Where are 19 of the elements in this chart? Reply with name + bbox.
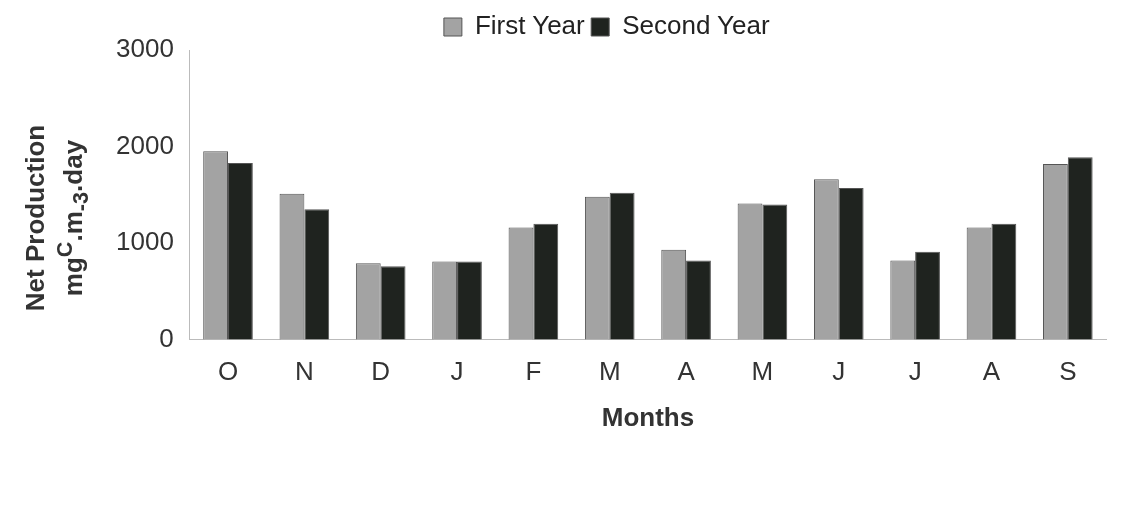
x-tick-label: M (598, 356, 621, 387)
x-tick-label: S (1059, 356, 1077, 387)
x-tick-label: J (908, 356, 922, 387)
y-tick-label: 2000 (116, 129, 174, 160)
y-tick-label: 1000 (116, 226, 174, 257)
x-tick-label: O (217, 356, 239, 387)
legend-label: First Year (474, 10, 586, 41)
x-tick-label: D (371, 356, 391, 387)
legend-label: Second Year (622, 10, 770, 41)
y-tick-label: 0 (159, 322, 174, 353)
x-tick-label: J (450, 356, 464, 387)
x-axis-title: Months (601, 401, 695, 432)
y-tick-label: 3000 (116, 33, 174, 64)
x-tick-label: A (982, 356, 1001, 387)
x-tick-label: N (294, 356, 314, 387)
x-tick-label: F (525, 356, 542, 387)
x-tick-label: M (751, 356, 774, 387)
x-tick-label: A (677, 356, 696, 387)
x-tick-label: J (832, 356, 846, 387)
